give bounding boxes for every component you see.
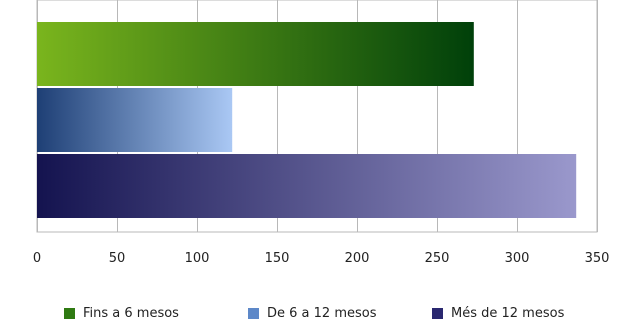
- legend-label: De 6 a 12 mesos: [267, 306, 377, 321]
- x-tick-label: 250: [425, 251, 450, 266]
- x-tick-label: 150: [265, 251, 290, 266]
- chart-bars: [37, 22, 577, 218]
- x-tick-label: 100: [185, 251, 210, 266]
- x-tick-label: 50: [109, 251, 126, 266]
- bar-series-2: [37, 154, 577, 218]
- x-tick-label: 300: [505, 251, 530, 266]
- x-tick-label: 350: [585, 251, 610, 266]
- x-tick-label: 0: [33, 251, 41, 266]
- legend-swatch: [432, 308, 443, 319]
- bar-series-1: [37, 88, 233, 152]
- legend-label: Fins a 6 mesos: [83, 306, 179, 321]
- chart-legend: Fins a 6 mesos De 6 a 12 mesos Més de 12…: [0, 306, 623, 326]
- legend-swatch: [64, 308, 75, 319]
- bar-chart: 0 50 100 150 200 250 300 350: [33, 0, 610, 266]
- x-axis-tick-labels: 0 50 100 150 200 250 300 350: [33, 251, 610, 266]
- bar-series-0: [37, 22, 474, 86]
- legend-item-2: Més de 12 mesos: [432, 306, 564, 321]
- legend-swatch: [248, 308, 259, 319]
- legend-item-1: De 6 a 12 mesos: [248, 306, 376, 321]
- x-tick-label: 200: [345, 251, 370, 266]
- legend-item-0: Fins a 6 mesos: [64, 306, 179, 321]
- legend-label: Més de 12 mesos: [451, 306, 565, 321]
